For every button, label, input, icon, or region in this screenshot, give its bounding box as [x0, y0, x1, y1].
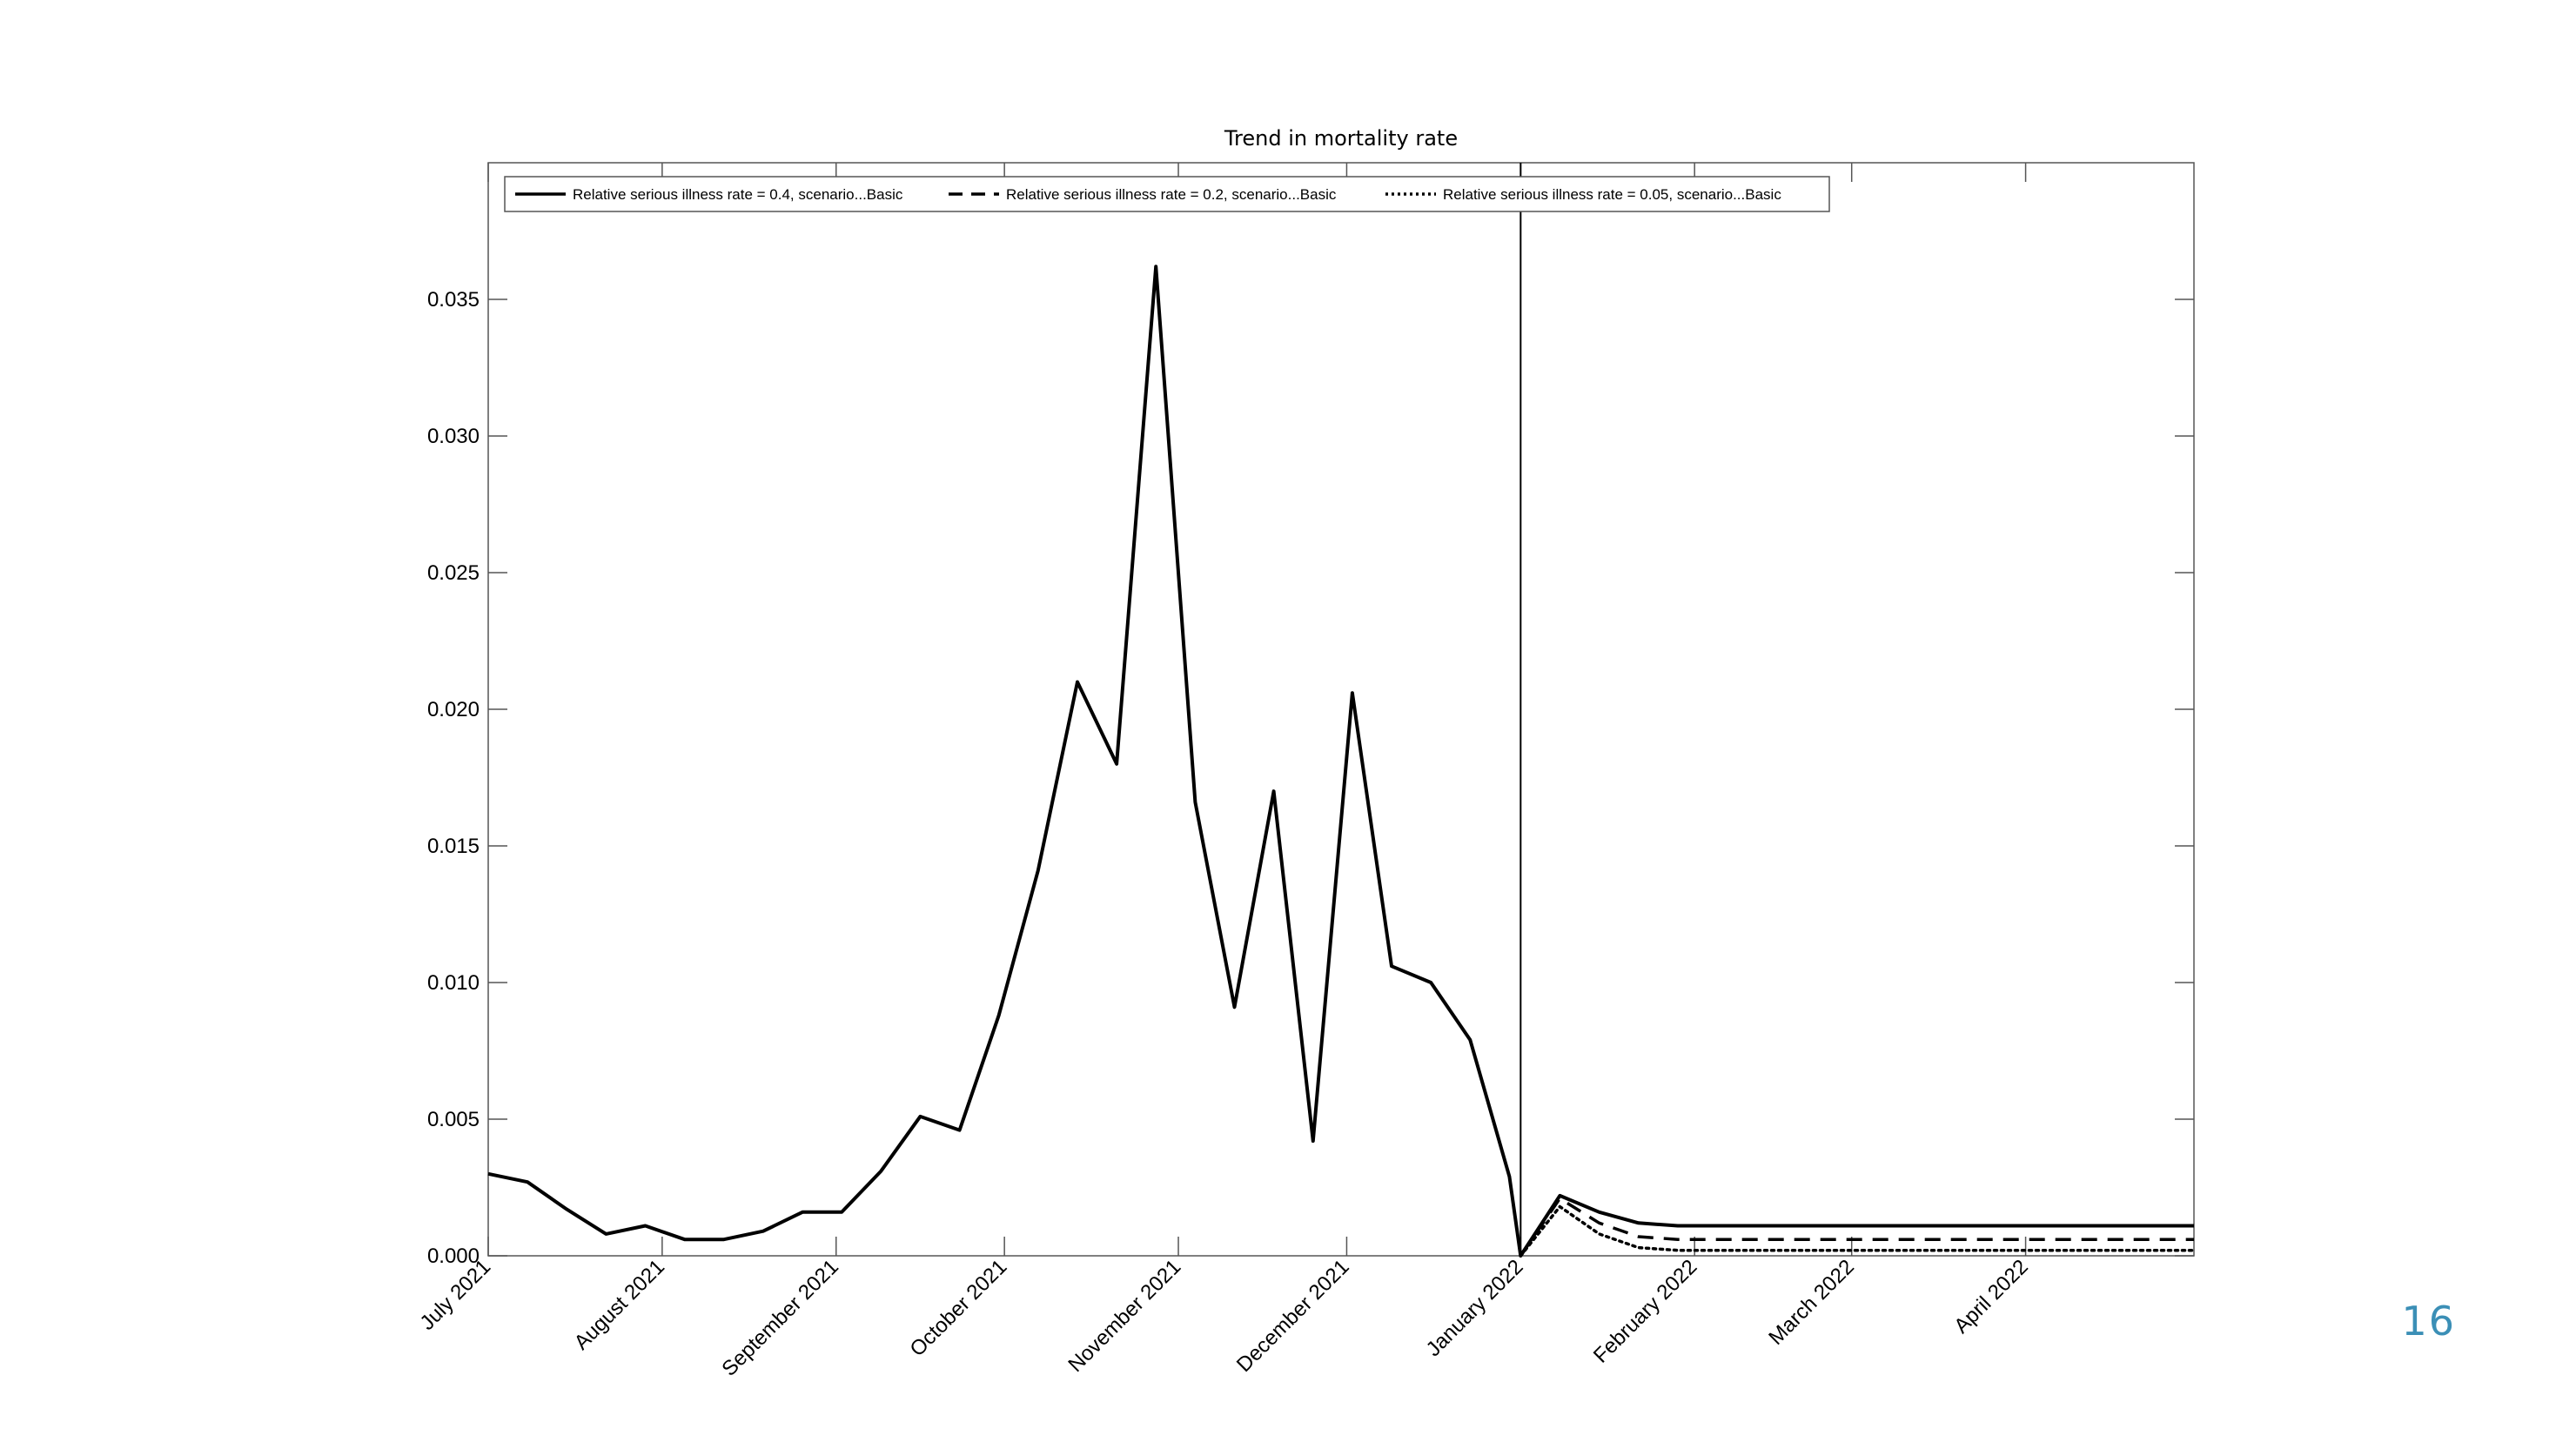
legend-label: Relative serious illness rate = 0.4, sce… [573, 186, 903, 203]
x-tick-label: September 2021 [717, 1255, 843, 1381]
x-tick-label: December 2021 [1232, 1255, 1354, 1377]
y-tick-label: 0.005 [427, 1108, 480, 1131]
y-tick-label: 0.020 [427, 698, 480, 721]
y-tick-label: 0.025 [427, 561, 480, 585]
x-tick-label: October 2021 [905, 1255, 1011, 1361]
x-tick-label: February 2022 [1589, 1255, 1701, 1367]
series-line-dashed [1519, 1197, 2194, 1257]
legend-label: Relative serious illness rate = 0.05, sc… [1443, 186, 1781, 203]
legend-box [504, 176, 1830, 212]
plot-frame [487, 162, 2195, 1257]
x-tick-label: April 2022 [1949, 1255, 2033, 1338]
x-tick-label: March 2022 [1764, 1255, 1859, 1350]
y-tick-label: 0.030 [427, 425, 480, 448]
series-line-solid [487, 265, 2194, 1258]
plot-area: 0.000 0.005 0.010 0.015 0.020 0.025 0.030 0.035… [415, 162, 2196, 1381]
legend-label: Relative serious illness rate = 0.2, sce… [1006, 186, 1337, 203]
x-tick-label: January 2022 [1422, 1255, 1528, 1361]
chart-title: Trend in mortality rate [1224, 126, 1458, 151]
x-tick-label: August 2021 [570, 1255, 669, 1354]
y-tick-label: 0.000 [427, 1244, 480, 1268]
y-tick-label: 0.015 [427, 835, 480, 858]
series-line-dotted [1519, 1204, 2196, 1258]
slide-number: 16 [2401, 1298, 2456, 1345]
y-tick-label: 0.010 [427, 971, 480, 995]
y-tick-label: 0.035 [427, 288, 480, 312]
x-tick-label: November 2021 [1063, 1255, 1185, 1377]
